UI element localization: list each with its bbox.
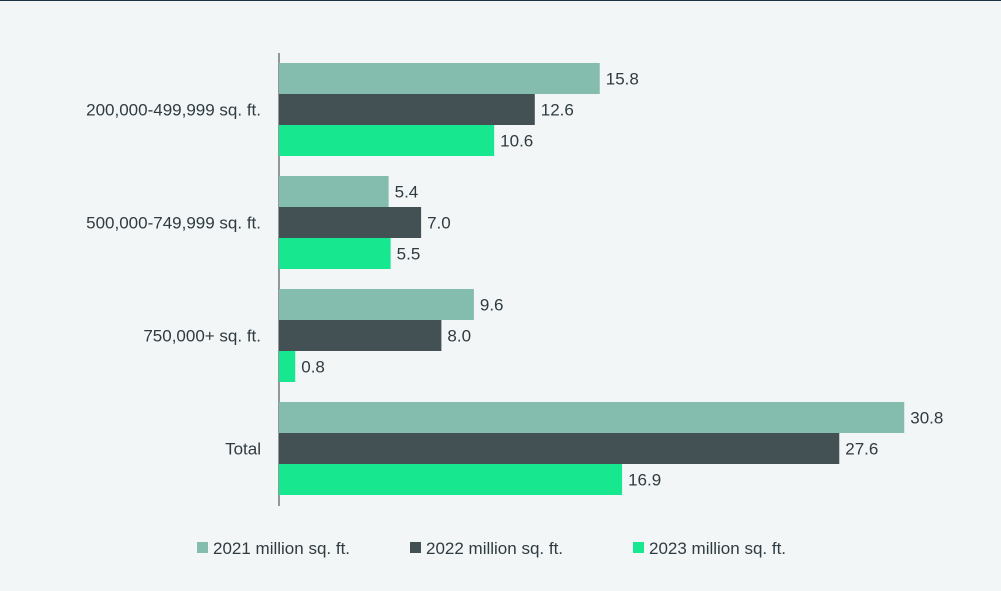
bar-750-000-sq-ft-series-3: [279, 351, 296, 382]
data-label-200-000-499-999-sq-ft-series-1: 15.8: [606, 70, 639, 89]
bar-total-series-3: [279, 464, 623, 495]
bar-750-000-sq-ft-series-2: [279, 320, 442, 351]
bar-total-series-2: [279, 433, 840, 464]
legend-label-series-1: 2021 million sq. ft.: [213, 539, 350, 558]
legend-label-series-2: 2022 million sq. ft.: [426, 539, 563, 558]
legend-label-series-3: 2023 million sq. ft.: [649, 539, 786, 558]
category-label-200-000-499-999-sq-ft: 200,000-499,999 sq. ft.: [86, 101, 261, 120]
data-label-total-series-3: 16.9: [628, 471, 661, 490]
data-label-total-series-1: 30.8: [910, 409, 943, 428]
data-label-500-000-749-999-sq-ft-series-3: 5.5: [397, 245, 421, 264]
legend-swatch-series-3: [633, 542, 644, 553]
bar-200-000-499-999-sq-ft-series-2: [279, 94, 535, 125]
data-label-200-000-499-999-sq-ft-series-3: 10.6: [500, 132, 533, 151]
category-label-750-000-sq-ft: 750,000+ sq. ft.: [143, 327, 261, 346]
legend-swatch-series-1: [197, 542, 208, 553]
category-label-500-000-749-999-sq-ft: 500,000-749,999 sq. ft.: [86, 214, 261, 233]
bar-500-000-749-999-sq-ft-series-3: [279, 238, 391, 269]
data-label-500-000-749-999-sq-ft-series-2: 7.0: [427, 214, 451, 233]
data-label-750-000-sq-ft-series-2: 8.0: [447, 327, 471, 346]
category-label-total: Total: [225, 440, 261, 459]
bar-500-000-749-999-sq-ft-series-2: [279, 207, 422, 238]
legend: 2021 million sq. ft. 2022 million sq. ft.…: [197, 539, 786, 558]
data-label-500-000-749-999-sq-ft-series-1: 5.4: [395, 183, 419, 202]
category-labels: 200,000-499,999 sq. ft. 500,000-749,999 s…: [86, 101, 261, 459]
data-label-total-series-2: 27.6: [845, 440, 878, 459]
data-label-750-000-sq-ft-series-3: 0.8: [301, 358, 325, 377]
bar-500-000-749-999-sq-ft-series-1: [279, 176, 389, 207]
bar-total-series-1: [279, 402, 905, 433]
legend-swatch-series-2: [410, 542, 421, 553]
data-label-750-000-sq-ft-series-1: 9.6: [480, 296, 504, 315]
bars-group: 15.8 12.6 10.6 5.4 7.0 5.5 9.6 8.0 0.8 30.8 27.6 16…: [279, 63, 943, 495]
bar-750-000-sq-ft-series-1: [279, 289, 474, 320]
bar-200-000-499-999-sq-ft-series-1: [279, 63, 600, 94]
data-label-200-000-499-999-sq-ft-series-2: 12.6: [541, 101, 574, 120]
bar-200-000-499-999-sq-ft-series-3: [279, 125, 495, 156]
